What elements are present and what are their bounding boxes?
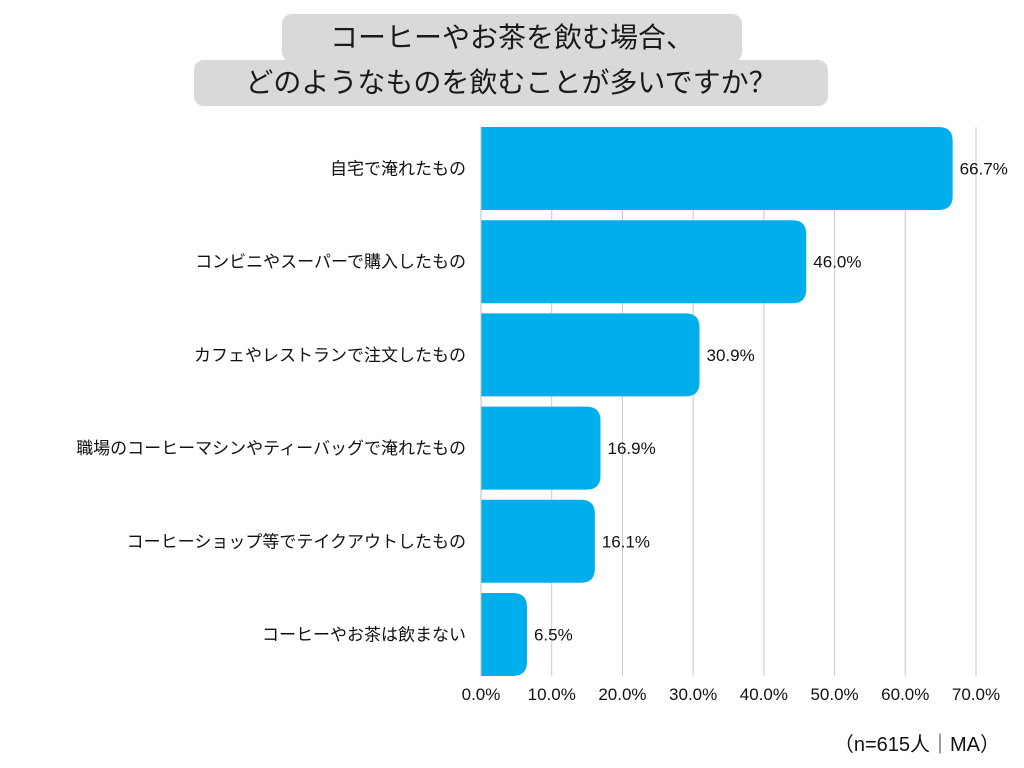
category-label: 自宅で淹れたもの	[330, 160, 466, 180]
x-tick-label: 50.0%	[810, 685, 858, 704]
chart-title-line1: コーヒーやお茶を飲む場合、	[329, 21, 694, 54]
x-tick-label: 20.0%	[598, 685, 646, 704]
bar	[481, 499, 595, 583]
x-tick-label: 0.0%	[462, 685, 501, 704]
category-label: 職場のコーヒーマシンやティーバッグで淹れたもの	[76, 439, 466, 459]
value-label: 66.7%	[960, 160, 1008, 179]
bar	[481, 406, 601, 490]
chart-title-line2: どのようなものを飲むことが多いですか？	[245, 66, 777, 99]
value-label: 16.1%	[602, 532, 650, 551]
category-label: カフェやレストランで注文したもの	[194, 346, 466, 366]
x-tick-label: 40.0%	[740, 685, 788, 704]
x-tick-label: 30.0%	[669, 685, 717, 704]
bar	[481, 220, 807, 304]
x-tick-label: 10.0%	[528, 685, 576, 704]
sample-size-note: （n=615人｜MA）	[833, 734, 1000, 756]
title-line1-background	[282, 14, 742, 62]
category-label: コーヒーやお茶は飲まない	[262, 626, 466, 646]
value-label: 46.0%	[813, 253, 861, 272]
x-tick-label: 70.0%	[952, 685, 1000, 704]
value-label: 16.9%	[608, 439, 656, 458]
bar	[481, 313, 700, 397]
category-label: コンビニやスーパーで購入したもの	[195, 253, 466, 273]
x-tick-label: 60.0%	[881, 685, 929, 704]
bar	[481, 127, 953, 210]
title-line2-background	[194, 60, 828, 106]
bar-chart: 自宅で淹れたもの 66.7% コンビニやスーパーで購入したもの 46.0% カフェやレス…	[76, 127, 1008, 704]
value-label: 30.9%	[707, 346, 755, 365]
value-label: 6.5%	[534, 626, 573, 645]
bar	[481, 593, 527, 676]
category-label: コーヒーショップ等でテイクアウトしたもの	[127, 532, 466, 552]
